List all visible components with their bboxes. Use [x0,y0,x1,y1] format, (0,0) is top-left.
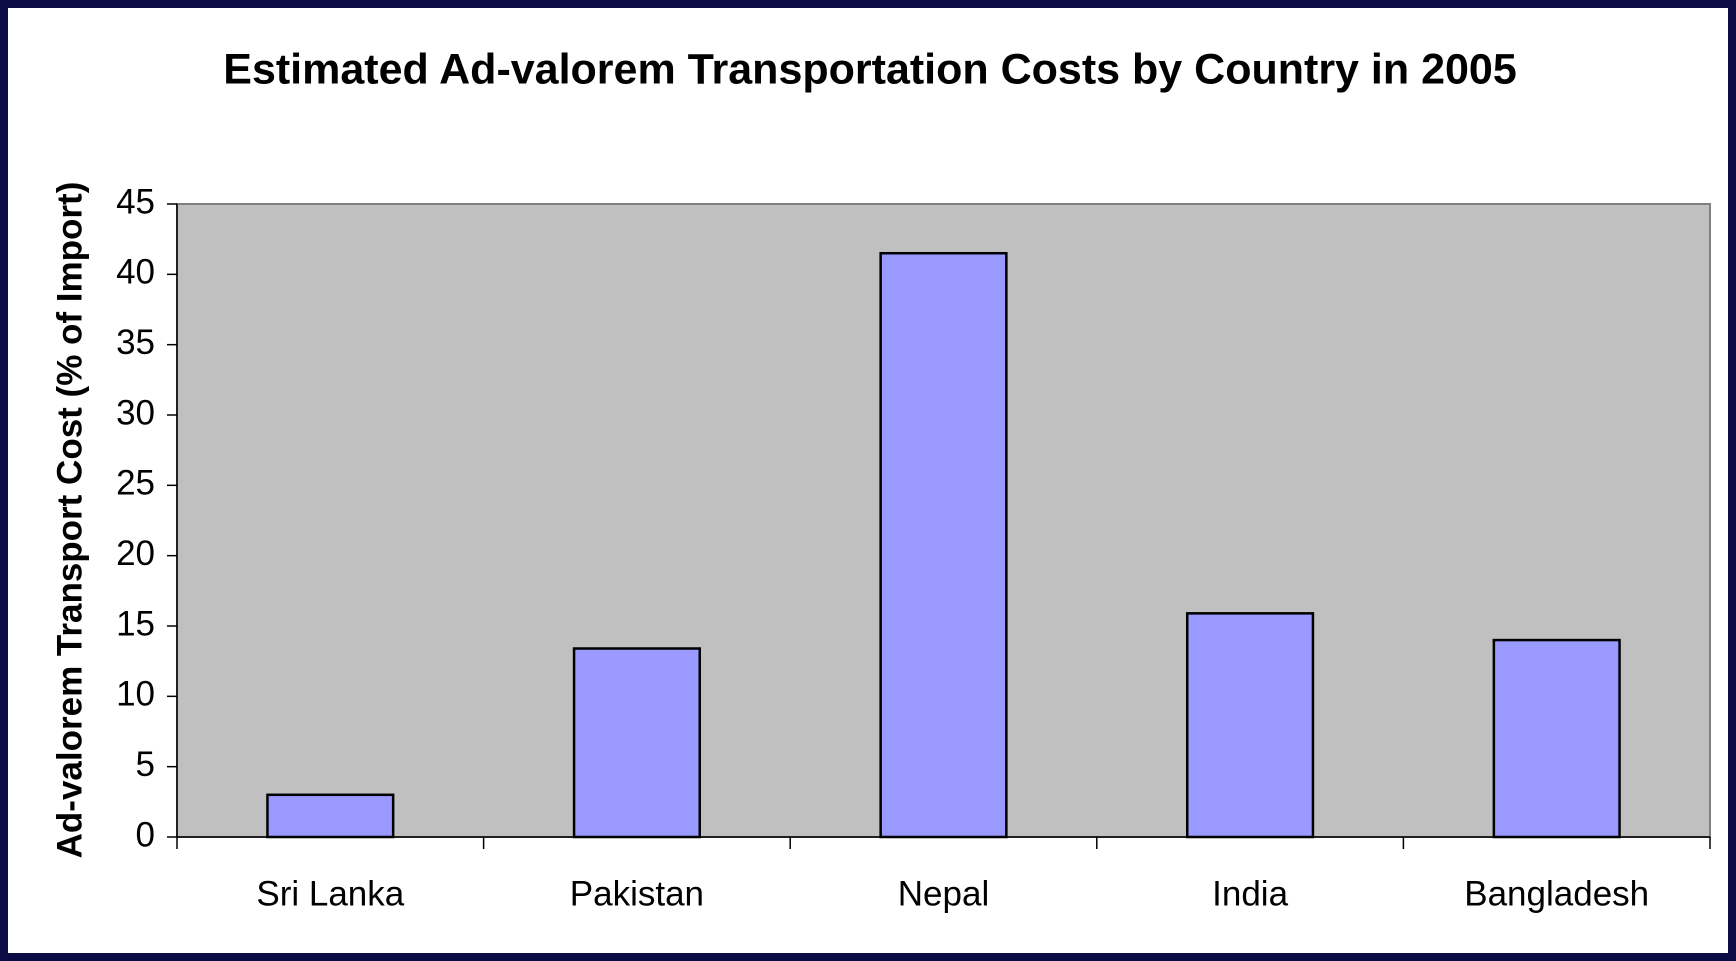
bar [266,793,395,839]
x-tick-label: Bangladesh [1464,874,1649,913]
y-tick-label: 15 [116,604,155,643]
x-tick-label: India [1212,874,1288,913]
y-tick-label: 30 [116,393,155,432]
chart-title: Estimated Ad-valorem Transportation Cost… [223,45,1516,93]
y-tick-label: 45 [116,182,155,221]
y-tick-label: 35 [116,323,155,362]
y-axis-label: Ad-valorem Transport Cost (% of Import) [50,182,89,859]
y-tick-label: 10 [116,675,155,714]
x-tick-label: Pakistan [570,874,704,913]
y-tick-label: 40 [116,253,155,292]
y-tick-label: 25 [116,464,155,503]
bar [1492,638,1621,839]
y-tick-label: 0 [136,815,155,854]
bar [1185,612,1315,839]
bar [572,647,702,839]
y-tick-label: 20 [116,534,155,573]
y-tick-label: 5 [136,745,155,784]
bar [879,251,1008,839]
x-tick-label: Sri Lanka [256,874,404,913]
x-tick-label: Nepal [898,874,989,913]
